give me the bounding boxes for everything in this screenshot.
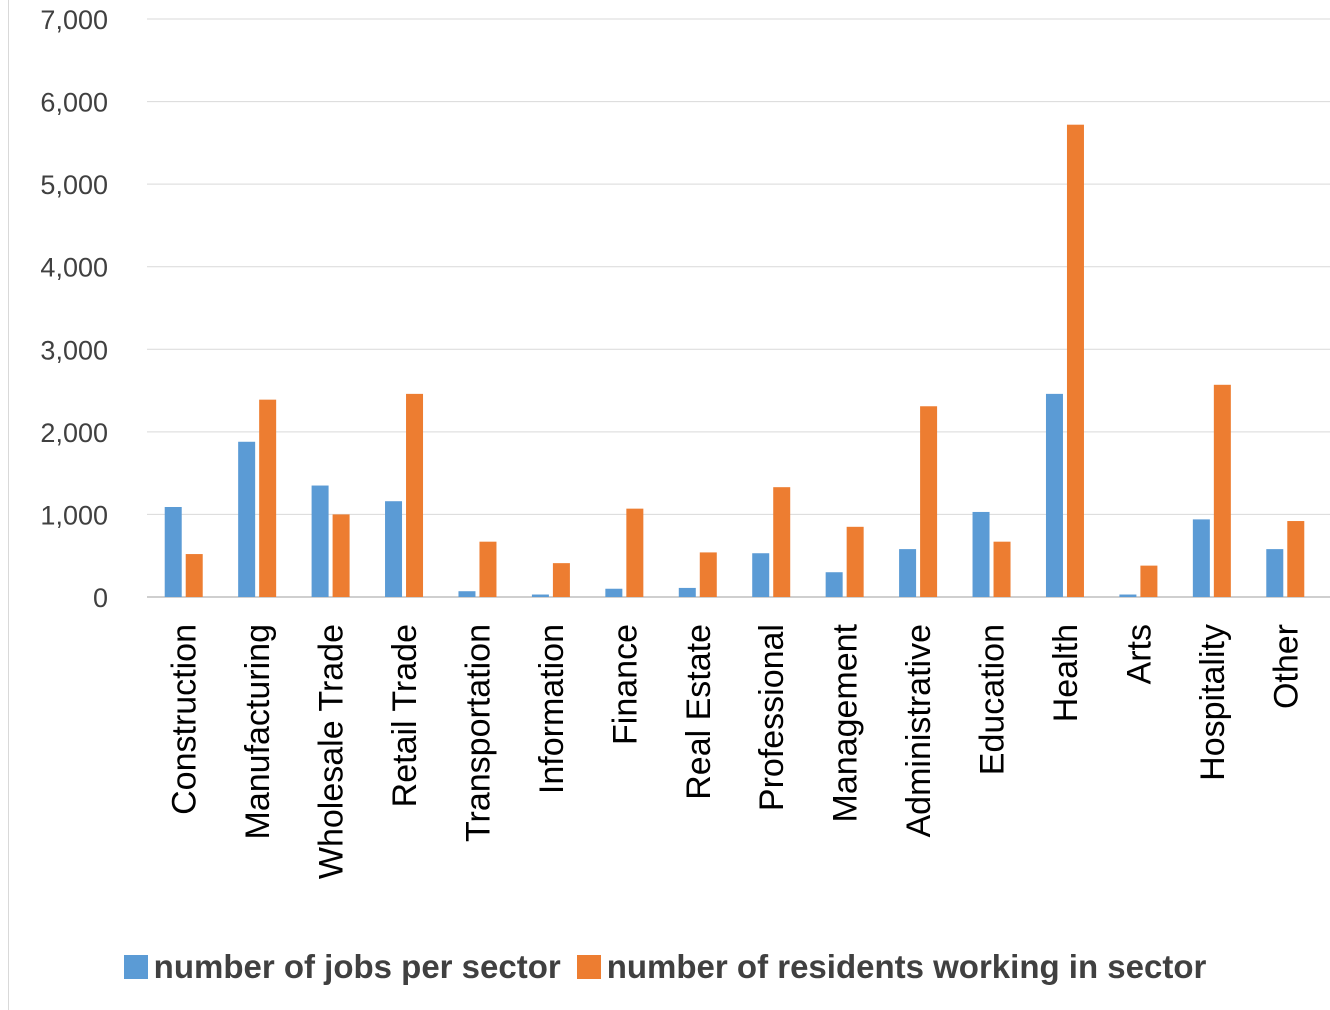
bar-jobs-health: [1045, 393, 1063, 597]
bar-jobs-hospitality: [1192, 519, 1210, 597]
legend-item-residents: number of residents working in sector: [576, 948, 1207, 986]
legend-item-jobs: number of jobs per sector: [123, 948, 561, 986]
x-tick-label: Administrative: [900, 624, 938, 838]
x-tick-label: Arts: [1120, 624, 1158, 684]
y-tick-label: 5,000: [40, 170, 108, 200]
legend: number of jobs per sector number of resi…: [0, 948, 1330, 986]
x-tick-label: Retail Trade: [386, 624, 424, 807]
x-tick-label: Education: [974, 624, 1012, 775]
x-tick-label: Management: [827, 623, 865, 822]
x-axis-labels: Construction Manufacturing Wholesale Trade…: [166, 623, 1306, 879]
bar-jobs-transportation: [458, 591, 476, 597]
bar-residents-manufacturing: [259, 399, 277, 597]
bar-jobs-real-estate: [678, 587, 696, 597]
x-tick-label: Transportation: [459, 624, 497, 842]
y-tick-label: 1,000: [40, 500, 108, 530]
bar-residents-wholesale-trade: [332, 514, 350, 597]
legend-label-jobs: number of jobs per sector: [153, 948, 561, 985]
x-tick-label: Other: [1267, 624, 1305, 709]
y-tick-label: 6,000: [40, 88, 108, 118]
bar-jobs-information: [531, 594, 549, 597]
bar-chart: 0 1,000 2,000 3,000 4,000 5,000 6,000 7,000 Con…: [40, 5, 1330, 879]
x-tick-label: Professional: [753, 624, 791, 811]
bar-jobs-professional: [752, 553, 770, 597]
y-tick-label: 3,000: [40, 335, 108, 365]
bar-residents-construction: [185, 554, 203, 597]
bar-jobs-education: [972, 511, 990, 597]
chart-frame-line: [8, 0, 9, 1010]
bar-jobs-wholesale-trade: [311, 485, 329, 597]
bar-residents-transportation: [479, 541, 497, 597]
bar-residents-other: [1287, 521, 1305, 597]
bar-residents-administrative: [920, 406, 938, 597]
bar-jobs-arts: [1119, 594, 1137, 597]
bar-residents-finance: [626, 508, 644, 597]
bar-jobs-construction: [164, 506, 182, 597]
x-tick-label: Real Estate: [680, 624, 718, 800]
y-tick-label: 2,000: [40, 418, 108, 448]
bar-jobs-administrative: [899, 549, 917, 597]
bar-residents-professional: [773, 487, 791, 597]
bar-jobs-other: [1266, 549, 1284, 597]
x-tick-label: Information: [533, 624, 571, 794]
bar-jobs-finance: [605, 588, 623, 597]
bar-residents-health: [1066, 124, 1084, 597]
x-tick-label: Wholesale Trade: [313, 624, 351, 879]
bar-residents-retail-trade: [406, 393, 424, 597]
x-tick-label: Manufacturing: [239, 624, 277, 839]
bar-jobs-retail-trade: [385, 501, 403, 597]
bar-residents-arts: [1140, 565, 1158, 597]
bar-residents-hospitality: [1213, 384, 1231, 597]
y-tick-label: 4,000: [40, 253, 108, 283]
bar-jobs-management: [825, 572, 843, 597]
x-tick-label: Hospitality: [1194, 624, 1232, 781]
x-tick-label: Finance: [606, 624, 644, 745]
y-tick-label: 0: [93, 583, 108, 613]
bar-residents-real-estate: [699, 552, 717, 597]
x-tick-label: Construction: [166, 624, 204, 815]
x-tick-label: Health: [1047, 624, 1085, 722]
bar-residents-education: [993, 541, 1011, 597]
y-tick-label: 7,000: [40, 5, 108, 35]
bar-jobs-manufacturing: [238, 441, 256, 597]
bar-residents-information: [552, 563, 570, 597]
bar-residents-management: [846, 526, 864, 597]
legend-label-residents: number of residents working in sector: [606, 948, 1207, 985]
bars: [164, 124, 1305, 597]
legend-swatch-jobs: [123, 955, 148, 979]
legend-swatch-residents: [576, 955, 601, 979]
y-axis-ticks: 0 1,000 2,000 3,000 4,000 5,000 6,000 7,000: [40, 5, 108, 613]
